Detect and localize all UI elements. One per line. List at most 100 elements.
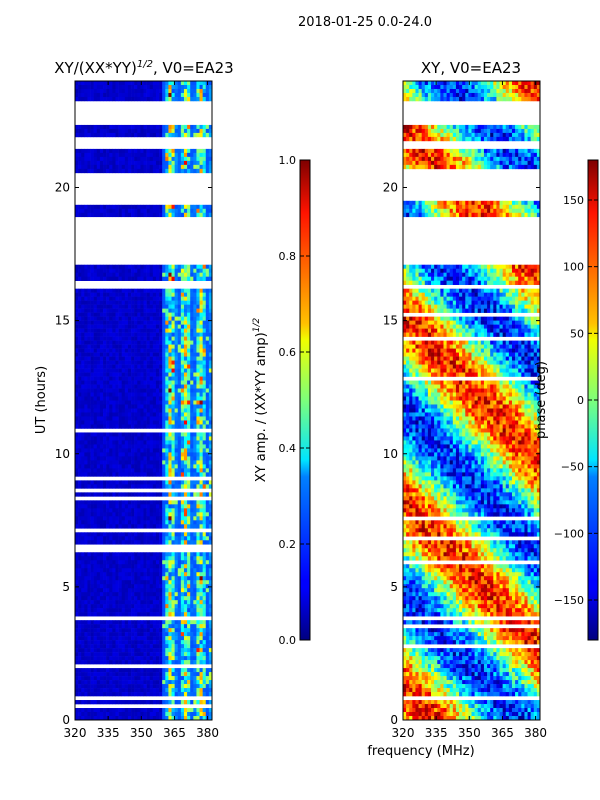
heatmap-cell <box>131 688 135 693</box>
heatmap-cell <box>208 612 212 617</box>
heatmap-cell <box>81 520 85 525</box>
heatmap-cell <box>93 484 98 489</box>
heatmap-cell <box>202 460 207 465</box>
heatmap-cell <box>90 624 94 629</box>
heatmap-cell <box>124 652 129 657</box>
heatmap-cell <box>84 484 88 489</box>
heatmap-cell <box>187 500 191 505</box>
heatmap-cell <box>93 396 98 401</box>
heatmap-cell <box>149 672 154 677</box>
heatmap-cell <box>90 644 94 649</box>
heatmap-cell <box>84 632 88 637</box>
heatmap-cell <box>202 416 207 421</box>
heatmap-cell <box>140 424 144 429</box>
heatmap-cell <box>159 576 163 581</box>
heatmap-cell <box>90 288 94 293</box>
heatmap-cell <box>149 520 154 525</box>
heatmap-cell <box>134 356 138 361</box>
heatmap-cell <box>208 404 212 409</box>
heatmap-cell <box>137 464 141 469</box>
heatmap-cell <box>199 640 203 645</box>
heatmap-cell <box>84 556 88 561</box>
heatmap-cell <box>187 332 191 337</box>
heatmap-cell <box>81 504 85 509</box>
heatmap-cell <box>180 304 185 309</box>
heatmap-cell <box>190 316 194 321</box>
heatmap-cell <box>199 128 203 134</box>
heatmap-cell <box>118 480 122 485</box>
heatmap-cell <box>118 372 122 377</box>
heatmap-cell <box>78 672 82 677</box>
heatmap-cell <box>155 292 160 297</box>
heatmap-cell <box>180 444 185 449</box>
heatmap-cell <box>140 128 144 134</box>
heatmap-cell <box>155 472 160 477</box>
heatmap-cell <box>131 328 135 333</box>
heatmap-cell <box>90 456 94 461</box>
heatmap-cell <box>177 440 182 445</box>
heatmap-cell <box>127 340 132 345</box>
heatmap-cell <box>140 392 144 397</box>
heatmap-cell <box>140 440 144 445</box>
heatmap-cell <box>112 564 116 569</box>
heatmap-cell <box>149 424 154 429</box>
heatmap-cell <box>205 588 210 593</box>
heatmap-cell <box>109 288 113 293</box>
heatmap-cell <box>162 164 166 170</box>
heatmap-cell <box>193 452 197 457</box>
heatmap-cell <box>152 472 157 477</box>
heatmap-cell <box>137 152 141 158</box>
heatmap-cell <box>137 596 141 601</box>
heatmap-cell <box>159 420 163 425</box>
heatmap-cell <box>127 520 132 525</box>
heatmap-cell <box>93 96 98 102</box>
heatmap-cell <box>99 156 104 162</box>
heatmap-cell <box>180 424 185 429</box>
heatmap-cell <box>131 316 135 321</box>
heatmap-cell <box>118 644 122 649</box>
heatmap-cell <box>177 556 182 561</box>
heatmap-cell <box>199 304 203 309</box>
heatmap-cell <box>140 596 144 601</box>
heatmap-cell <box>177 424 182 429</box>
heatmap-cell <box>159 412 163 417</box>
heatmap-cell <box>137 468 141 473</box>
heatmap-cell <box>180 212 185 218</box>
heatmap-cell <box>208 356 212 361</box>
heatmap-cell <box>121 416 126 421</box>
heatmap-cell <box>152 444 157 449</box>
heatmap-cell <box>180 340 185 345</box>
heatmap-cell <box>155 624 160 629</box>
heatmap-cell <box>183 300 188 305</box>
heatmap-cell <box>162 668 166 673</box>
heatmap-cell <box>180 680 185 685</box>
heatmap-cell <box>84 372 88 377</box>
heatmap-cell <box>155 600 160 605</box>
heatmap-cell <box>131 656 135 661</box>
heatmap-cell <box>205 536 210 541</box>
heatmap-cell <box>131 356 135 361</box>
heatmap-cell <box>155 572 160 577</box>
heatmap-cell <box>174 440 179 445</box>
heatmap-cell <box>87 652 91 657</box>
heatmap-cell <box>137 380 141 385</box>
heatmap-cell <box>127 588 132 593</box>
heatmap-cell <box>134 472 138 477</box>
heatmap-cell <box>162 596 166 601</box>
heatmap-cell <box>90 392 94 397</box>
heatmap-cell <box>87 416 91 421</box>
heatmap-cell <box>140 652 144 657</box>
heatmap-cell <box>131 440 135 445</box>
heatmap-cell <box>137 440 141 445</box>
heatmap-cell <box>99 680 104 685</box>
heatmap-cell <box>193 132 197 138</box>
heatmap-cell <box>155 560 160 565</box>
heatmap-cell <box>174 448 179 453</box>
heatmap-cell <box>99 512 104 517</box>
heatmap-cell <box>90 272 94 277</box>
heatmap-cell <box>180 660 185 665</box>
heatmap-cell <box>146 328 151 333</box>
heatmap-cell <box>146 404 151 409</box>
heatmap-cell <box>171 204 175 210</box>
heatmap-cell <box>87 340 91 345</box>
